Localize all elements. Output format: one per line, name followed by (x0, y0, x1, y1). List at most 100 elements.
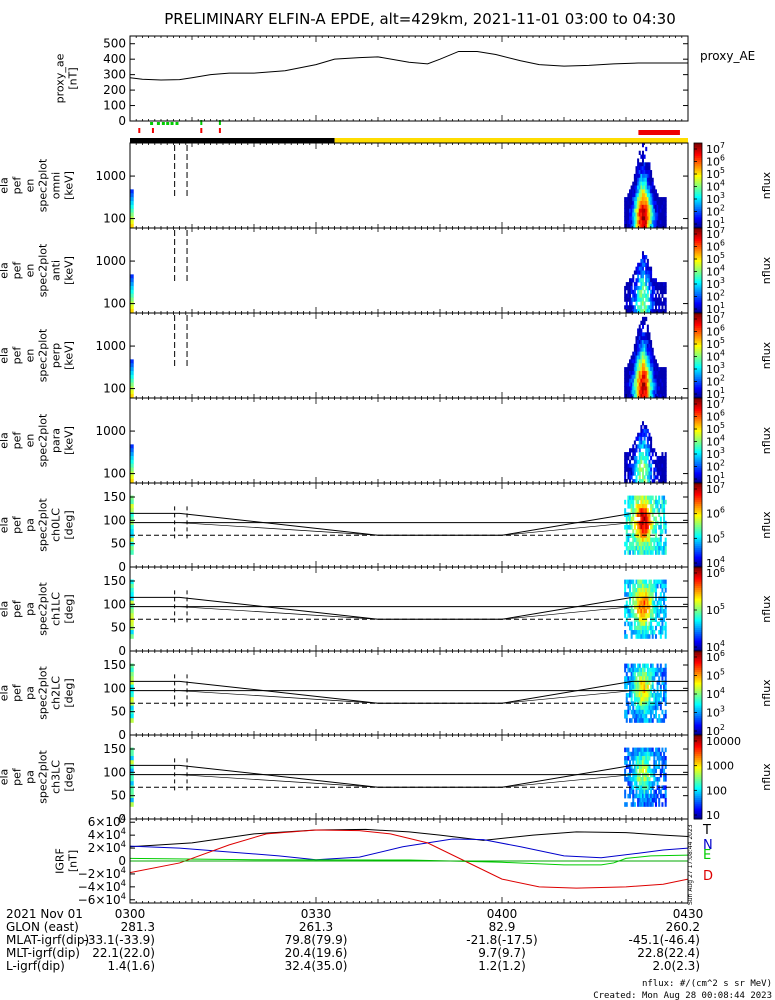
heatmap-cell (663, 625, 666, 631)
heatmap-cell (658, 282, 661, 287)
heatmap-cell (635, 541, 638, 547)
heatmap-cell (630, 680, 633, 685)
colorbar-segment (694, 259, 702, 263)
y-tick-label: 0 (118, 114, 126, 128)
heatmap-cell (650, 621, 653, 627)
heatmap-cell (648, 382, 651, 387)
y-tick-label: −2×104 (78, 865, 126, 881)
heatmap-cell (629, 463, 632, 468)
colorbar-segment (694, 732, 702, 736)
heatmap-cell (651, 347, 654, 353)
heatmap-cell (629, 467, 632, 472)
heatmap-cell (624, 197, 627, 202)
heatmap-cell (638, 701, 641, 706)
heatmap-cell (659, 459, 662, 465)
colorbar-segment (694, 720, 702, 723)
colorbar-segment (694, 783, 702, 786)
colorbar-segment (694, 485, 702, 488)
heatmap-cell (646, 278, 649, 283)
heatmap-cell (664, 613, 667, 618)
x-axis-value: 260.2 (666, 920, 700, 934)
heatmap-cell (635, 592, 638, 597)
heatmap-cell (650, 714, 653, 719)
heatmap-cell (643, 382, 646, 387)
heatmap-cell (629, 471, 632, 476)
colorbar-segment (694, 304, 702, 308)
heatmap-cell (646, 274, 649, 279)
heatmap-cell (643, 760, 646, 765)
heatmap-cell (645, 672, 648, 677)
heatmap-cell (130, 224, 134, 228)
heatmap-cell (632, 613, 635, 618)
heatmap-cell (629, 512, 632, 517)
heatmap-cell (640, 282, 643, 287)
heatmap-cell (659, 282, 662, 287)
heatmap-cell (646, 676, 649, 681)
heatmap-cell (632, 463, 635, 468)
heatmap-cell (658, 455, 661, 461)
x-axis-value: -45.1(-46.4) (629, 933, 700, 947)
colorbar-segment (694, 253, 702, 257)
heatmap-cell (627, 378, 630, 383)
heatmap-cell (654, 672, 657, 677)
heatmap-cell (645, 177, 648, 183)
heatmap-cell (653, 289, 656, 295)
heatmap-cell (658, 525, 661, 530)
loss-cone-line-2 (130, 606, 688, 620)
heatmap-cell (630, 297, 633, 302)
heatmap-cell (661, 680, 664, 685)
heatmap-cell (635, 676, 638, 681)
heatmap-cell (650, 463, 653, 468)
heatmap-cell (625, 370, 628, 376)
data-marker-red (218, 128, 221, 133)
heatmap-cell (641, 764, 644, 769)
heatmap-cell (645, 170, 648, 175)
heatmap-cell (659, 200, 662, 206)
colorbar-label: nflux (760, 341, 773, 369)
heatmap-cell (651, 546, 654, 551)
legend-label-T: T (702, 823, 711, 838)
heatmap-cell (633, 189, 636, 194)
heatmap-cell (646, 378, 649, 383)
colorbar-segment (694, 410, 702, 414)
heatmap-cell (663, 525, 666, 530)
heatmap-cell (640, 270, 643, 275)
heatmap-cell (641, 455, 644, 461)
heatmap-cell (661, 224, 664, 228)
heatmap-cell (640, 340, 643, 345)
colorbar-segment (694, 279, 702, 282)
heatmap-cell (130, 504, 134, 509)
heatmap-cell (630, 220, 633, 225)
heatmap-cell (635, 459, 638, 465)
heatmap-cell (629, 499, 632, 505)
heatmap-cell (633, 193, 636, 198)
heatmap-cell (663, 672, 666, 677)
colorbar-segment (694, 724, 702, 728)
heatmap-cell (659, 367, 662, 372)
heatmap-cell (648, 305, 651, 310)
heatmap-cell (656, 467, 659, 472)
colorbar-segment (694, 564, 702, 568)
heatmap-cell (645, 382, 648, 387)
heatmap-cell (654, 789, 657, 795)
heatmap-cell (650, 676, 653, 681)
heatmap-cell (645, 181, 648, 186)
heatmap-cell (661, 495, 664, 501)
heatmap-cell (635, 266, 638, 271)
colorbar-segment (694, 242, 702, 246)
heatmap-cell (661, 546, 664, 551)
heatmap-cell (630, 768, 633, 774)
heatmap-cell (659, 672, 662, 677)
heatmap-cell (632, 305, 635, 310)
heatmap-cell (661, 550, 664, 555)
heatmap-cell (659, 394, 662, 398)
heatmap-cell (641, 355, 644, 360)
data-marker-red (151, 128, 154, 133)
heatmap-cell (130, 516, 134, 522)
heatmap-cell (635, 756, 638, 761)
heatmap-cell (630, 471, 633, 476)
heatmap-cell (625, 537, 628, 543)
heatmap-cell (648, 751, 651, 757)
colorbar-segment (694, 434, 702, 437)
colorbar-segment (694, 298, 702, 301)
